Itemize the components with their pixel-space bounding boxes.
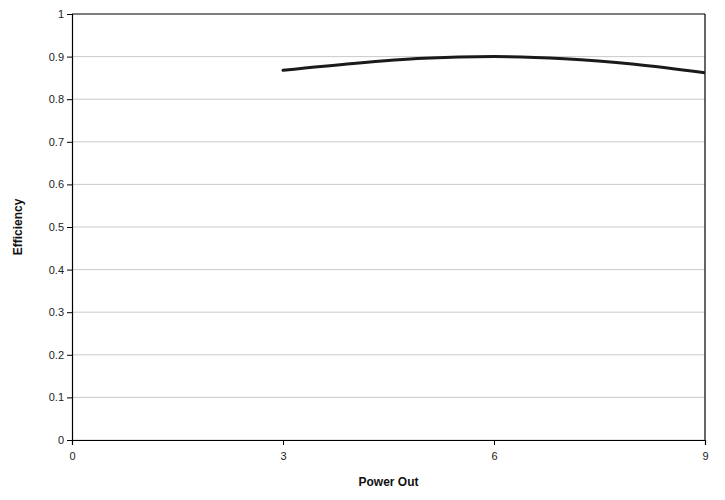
x-tick-label: 0 (69, 450, 75, 462)
x-axis-title: Power Out (358, 475, 418, 489)
y-tick: 0.8 (49, 93, 72, 105)
y-tick-label: 0.3 (49, 306, 64, 318)
x-tick-label: 6 (491, 450, 497, 462)
y-tick-mark (67, 99, 72, 100)
x-tick: 0 (69, 440, 75, 462)
grid-line (72, 141, 705, 142)
y-tick-mark (67, 397, 72, 398)
x-tick: 9 (702, 440, 708, 462)
y-tick-label: 0.2 (49, 349, 64, 361)
y-tick: 0.7 (49, 136, 72, 148)
y-tick: 0.2 (49, 349, 72, 361)
y-tick-mark (67, 14, 72, 15)
chart: 0 0.1 0.2 0.3 0.4 0.5 0.6 0.7 0.8 0.9 1 0 3 6 9 Power O… (0, 0, 725, 500)
plot: 0 0.1 0.2 0.3 0.4 0.5 0.6 0.7 0.8 0.9 1 0 3 6 9 (49, 8, 709, 462)
y-tick-mark (67, 355, 72, 356)
y-tick-mark (67, 57, 72, 58)
y-tick: 0.1 (49, 391, 72, 403)
grid-line (72, 312, 705, 313)
y-tick-label: 0 (58, 434, 64, 446)
y-tick: 0.9 (49, 51, 72, 63)
frame (704, 14, 705, 440)
y-tick-label: 0.6 (49, 178, 64, 190)
grid-line (72, 397, 705, 398)
grid-line (72, 184, 705, 185)
y-tick-label: 0.9 (49, 51, 64, 63)
y-tick: 0.5 (49, 221, 72, 233)
y-tick: 0.6 (49, 178, 72, 190)
y-tick: 0.3 (49, 306, 72, 318)
y-tick: 1 (58, 8, 72, 20)
x-axis-line (73, 441, 706, 446)
y-axis-title: Efficiency (11, 198, 25, 255)
grid-line (72, 13, 705, 14)
y-tick-mark (67, 440, 72, 441)
x-tick-label: 9 (702, 450, 708, 462)
y-tick-mark (67, 142, 72, 143)
y-tick-mark (67, 270, 72, 271)
y-tick: 0 (58, 434, 72, 446)
y-axis-line (67, 15, 73, 441)
y-tick-label: 0.8 (49, 93, 64, 105)
y-tick-label: 0.7 (49, 136, 64, 148)
y-tick-label: 0.1 (49, 391, 64, 403)
y-tick-mark (67, 184, 72, 185)
y-tick-label: 1 (58, 8, 64, 20)
grid-line (72, 227, 705, 228)
y-tick-mark (67, 312, 72, 313)
y-tick-label: 0.5 (49, 221, 64, 233)
x-tick-mark (72, 440, 73, 445)
x-tick-label: 3 (280, 450, 286, 462)
x-tick: 3 (280, 440, 286, 462)
y-tick: 0.4 (49, 264, 72, 276)
y-tick-mark (67, 227, 72, 228)
grid-line (72, 99, 705, 100)
x-tick-mark (283, 440, 284, 445)
x-tick: 6 (491, 440, 497, 462)
grid (72, 14, 705, 440)
x-tick-mark (494, 440, 495, 445)
efficiency-line (283, 57, 705, 73)
grid-line (72, 269, 705, 270)
marks (283, 57, 705, 73)
y-tick-label: 0.4 (49, 264, 64, 276)
y-axis: 0 0.1 0.2 0.3 0.4 0.5 0.6 0.7 0.8 0.9 1 (49, 8, 73, 446)
x-tick-mark (705, 440, 706, 445)
grid-line (72, 56, 705, 57)
x-axis: 0 3 6 9 (69, 440, 708, 462)
grid-line (72, 354, 705, 355)
